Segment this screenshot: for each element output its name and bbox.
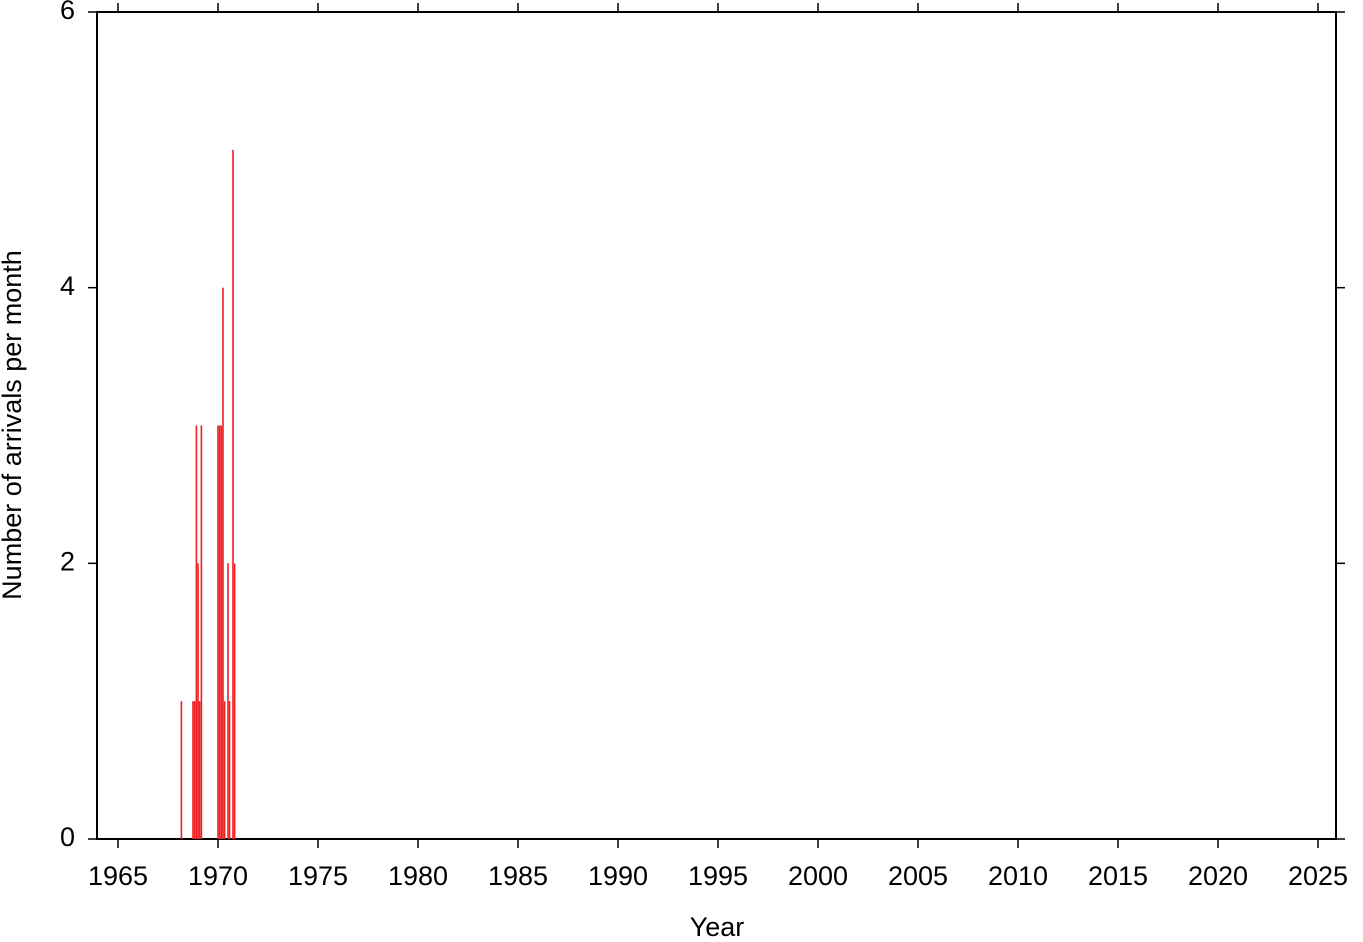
bar: [232, 149, 234, 840]
bar: [233, 563, 236, 839]
x-tick-label: 2020: [1188, 861, 1248, 891]
bar: [220, 425, 223, 839]
x-axis-title: Year: [690, 912, 745, 942]
x-tick-label: 1995: [688, 861, 748, 891]
x-tick-label: 2015: [1088, 861, 1148, 891]
x-tick-label: 1990: [588, 861, 648, 891]
bar: [198, 701, 201, 839]
bar: [222, 287, 224, 840]
bar: [223, 701, 226, 839]
y-tick-label: 6: [60, 0, 75, 25]
bar: [180, 701, 183, 839]
x-tick-label: 2025: [1288, 861, 1348, 891]
x-tick-label: 1965: [88, 861, 148, 891]
bar: [193, 701, 196, 839]
bar: [195, 425, 198, 839]
x-tick-label: 2010: [988, 861, 1048, 891]
x-tick-label: 1980: [388, 861, 448, 891]
bar: [197, 563, 199, 839]
bar: [192, 701, 194, 839]
x-tick-label: 2005: [888, 861, 948, 891]
y-tick-label: 4: [60, 271, 75, 301]
bar: [227, 563, 229, 839]
bar: [228, 701, 231, 839]
plot-frame: [96, 11, 1337, 840]
bar: [218, 425, 221, 839]
x-tick-label: 1970: [188, 861, 248, 891]
y-tick-label: 2: [60, 546, 75, 576]
y-axis-title: Number of arrivals per month: [0, 250, 27, 600]
x-tick-label: 2000: [788, 861, 848, 891]
bar: [200, 425, 203, 839]
bar: [217, 425, 219, 839]
x-tick-label: 1985: [488, 861, 548, 891]
y-tick-label: 0: [60, 822, 75, 852]
x-tick-label: 1975: [288, 861, 348, 891]
